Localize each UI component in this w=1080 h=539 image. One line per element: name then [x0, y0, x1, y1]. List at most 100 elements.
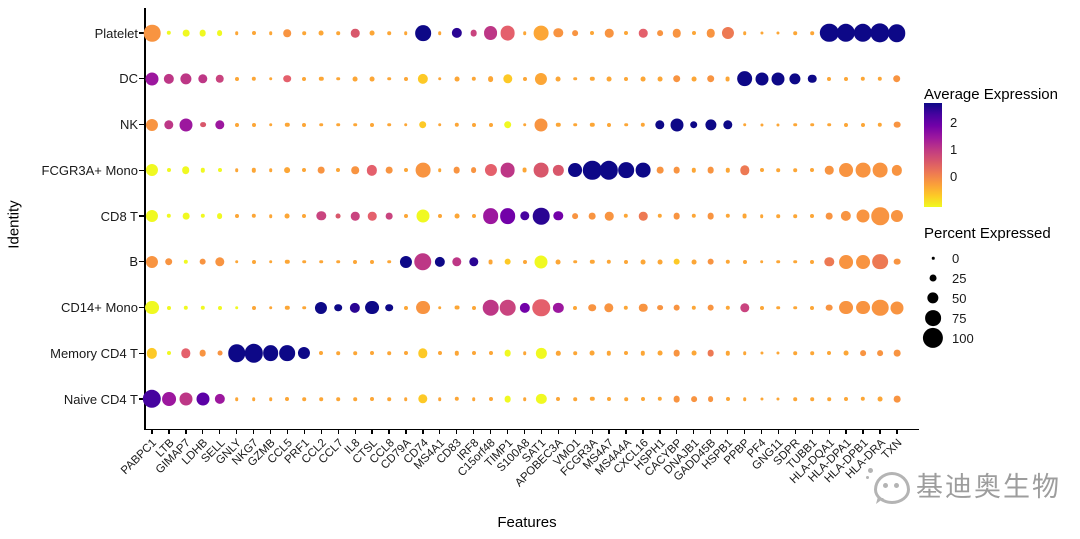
size-legend-label: 75: [952, 311, 967, 326]
dot: [890, 209, 903, 223]
dot: [860, 76, 866, 81]
x-tick: [252, 429, 255, 434]
dot: [251, 305, 256, 310]
dot: [589, 122, 595, 127]
dot: [453, 166, 461, 174]
dot: [336, 397, 340, 401]
dot: [251, 397, 256, 401]
dot: [164, 119, 174, 130]
dot: [657, 76, 663, 82]
dot: [810, 259, 815, 264]
dot: [387, 351, 391, 356]
dot: [742, 122, 747, 127]
dot: [872, 162, 888, 178]
dot: [302, 305, 307, 310]
dot: [302, 122, 307, 127]
dot: [607, 122, 612, 127]
dot: [403, 76, 408, 81]
dot: [499, 299, 516, 316]
dot: [182, 166, 190, 175]
x-tick: [337, 429, 339, 434]
dot: [742, 351, 747, 356]
dot: [519, 302, 530, 313]
dot: [707, 304, 715, 311]
dot: [143, 24, 161, 42]
dot: [217, 305, 222, 310]
dot: [416, 209, 430, 223]
dot: [624, 122, 628, 127]
y-tick: [139, 398, 145, 400]
dot: [353, 122, 357, 127]
dot: [370, 351, 375, 356]
x-tick: [269, 429, 272, 434]
dot: [640, 122, 646, 127]
dot: [385, 303, 393, 312]
dot: [827, 397, 831, 401]
dot: [810, 305, 815, 310]
dot: [353, 397, 357, 401]
dot: [691, 31, 696, 35]
size-legend-dot: [927, 292, 939, 304]
dot: [721, 26, 734, 40]
dot: [861, 122, 866, 127]
dot: [503, 120, 512, 129]
dot: [350, 302, 361, 313]
x-tick-label: PABPC1: [119, 437, 160, 477]
dot: [522, 167, 527, 173]
dot: [214, 257, 225, 267]
dot: [353, 259, 358, 264]
dot: [471, 76, 476, 81]
dot: [640, 259, 646, 265]
dot: [624, 31, 628, 35]
x-tick: [506, 429, 509, 434]
dot: [350, 28, 360, 38]
dot: [536, 348, 547, 359]
size-legend-item: 100: [922, 327, 1044, 349]
dot: [827, 351, 832, 356]
dot: [482, 299, 499, 316]
dot: [808, 74, 817, 84]
dot: [199, 349, 207, 357]
wechat-bubble-icon: [866, 462, 912, 506]
dot: [438, 122, 442, 127]
dot: [535, 72, 548, 85]
dot: [793, 305, 798, 310]
x-tick: [862, 429, 864, 434]
dot: [454, 305, 460, 310]
y-tick: [139, 306, 145, 309]
dot: [471, 351, 476, 356]
dot: [533, 25, 549, 41]
size-legend-label: 0: [952, 251, 960, 266]
dot: [336, 77, 340, 81]
dot: [234, 214, 239, 218]
dot: [825, 212, 833, 220]
dot: [454, 122, 459, 127]
dot: [739, 165, 750, 175]
dot: [844, 76, 849, 81]
size-legend-label: 25: [952, 271, 967, 286]
dot: [214, 393, 225, 405]
dot: [793, 168, 798, 173]
dot: [283, 29, 292, 37]
dot: [471, 122, 476, 127]
dot: [739, 302, 750, 313]
dot: [589, 76, 595, 81]
dot: [725, 168, 730, 173]
dot: [166, 30, 172, 36]
dot: [673, 212, 681, 220]
dot: [251, 122, 256, 127]
dot: [487, 75, 494, 82]
dot: [414, 253, 432, 271]
dot: [656, 166, 664, 174]
dot: [690, 120, 698, 129]
x-tick: [743, 429, 746, 434]
dot: [334, 303, 342, 312]
dot: [387, 31, 391, 35]
dot: [353, 351, 357, 356]
dot: [367, 211, 377, 221]
x-tick: [811, 429, 813, 434]
dot: [856, 254, 871, 269]
dot: [722, 119, 733, 130]
dot: [268, 122, 273, 127]
dot: [656, 30, 663, 36]
